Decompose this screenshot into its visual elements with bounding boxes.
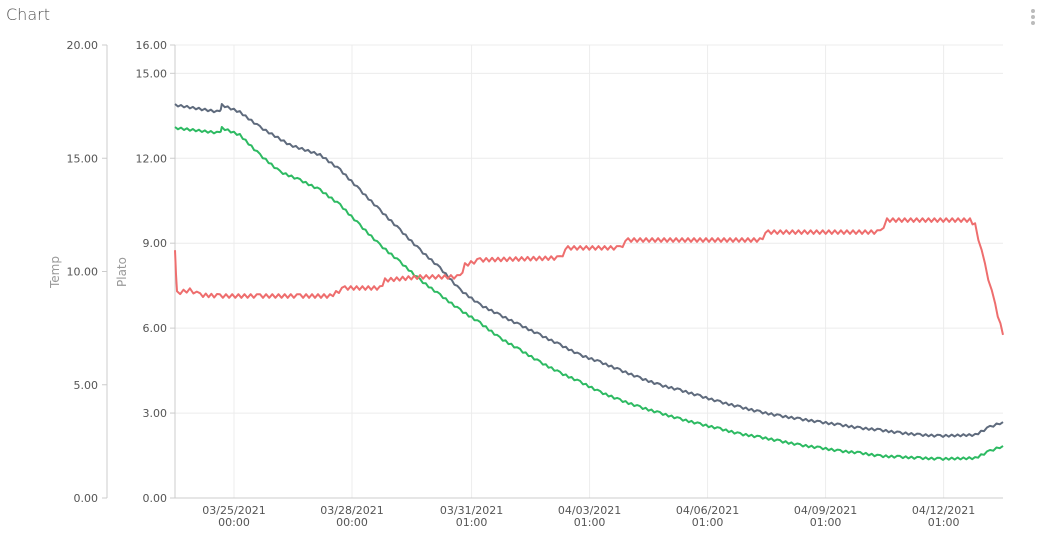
series-line-gray	[174, 103, 1004, 438]
x-tick-date: 04/06/2021	[676, 504, 739, 517]
plato-tick-label: 12.00	[136, 152, 168, 165]
x-tick-time: 01:00	[928, 516, 960, 529]
x-tick-time: 01:00	[692, 516, 724, 529]
x-tick-time: 01:00	[574, 516, 606, 529]
plato-tick-label: 16.00	[136, 39, 168, 52]
chart-title: Chart	[6, 5, 50, 24]
x-tick-date: 04/12/2021	[912, 504, 975, 517]
x-tick-date: 03/25/2021	[202, 504, 265, 517]
x-tick-date: 03/31/2021	[440, 504, 503, 517]
plato-tick-label: 3.00	[143, 407, 168, 420]
series-line-green	[174, 126, 1004, 461]
series-line-red	[174, 217, 1004, 336]
x-tick-time: 00:00	[218, 516, 250, 529]
plato-tick-label: 0.00	[143, 492, 168, 505]
x-tick-time: 01:00	[810, 516, 842, 529]
temp-tick-label: 0.00	[74, 492, 99, 505]
plato-tick-label: 9.00	[143, 237, 168, 250]
x-tick-date: 03/28/2021	[320, 504, 383, 517]
more-options-icon[interactable]	[1031, 9, 1037, 27]
plato-tick-label: 6.00	[143, 322, 168, 335]
temp-axis-label: Temp	[48, 256, 62, 289]
plato-tick-label: 15.00	[136, 67, 168, 80]
plato-axis-label: Plato	[115, 257, 129, 287]
x-tick-date: 04/03/2021	[558, 504, 621, 517]
x-tick-date: 04/09/2021	[794, 504, 857, 517]
temp-tick-label: 15.00	[67, 152, 99, 165]
temp-tick-label: 10.00	[67, 266, 99, 279]
temp-tick-label: 5.00	[74, 379, 99, 392]
temp-tick-label: 20.00	[67, 39, 99, 52]
x-tick-time: 00:00	[336, 516, 368, 529]
x-tick-time: 01:00	[456, 516, 488, 529]
